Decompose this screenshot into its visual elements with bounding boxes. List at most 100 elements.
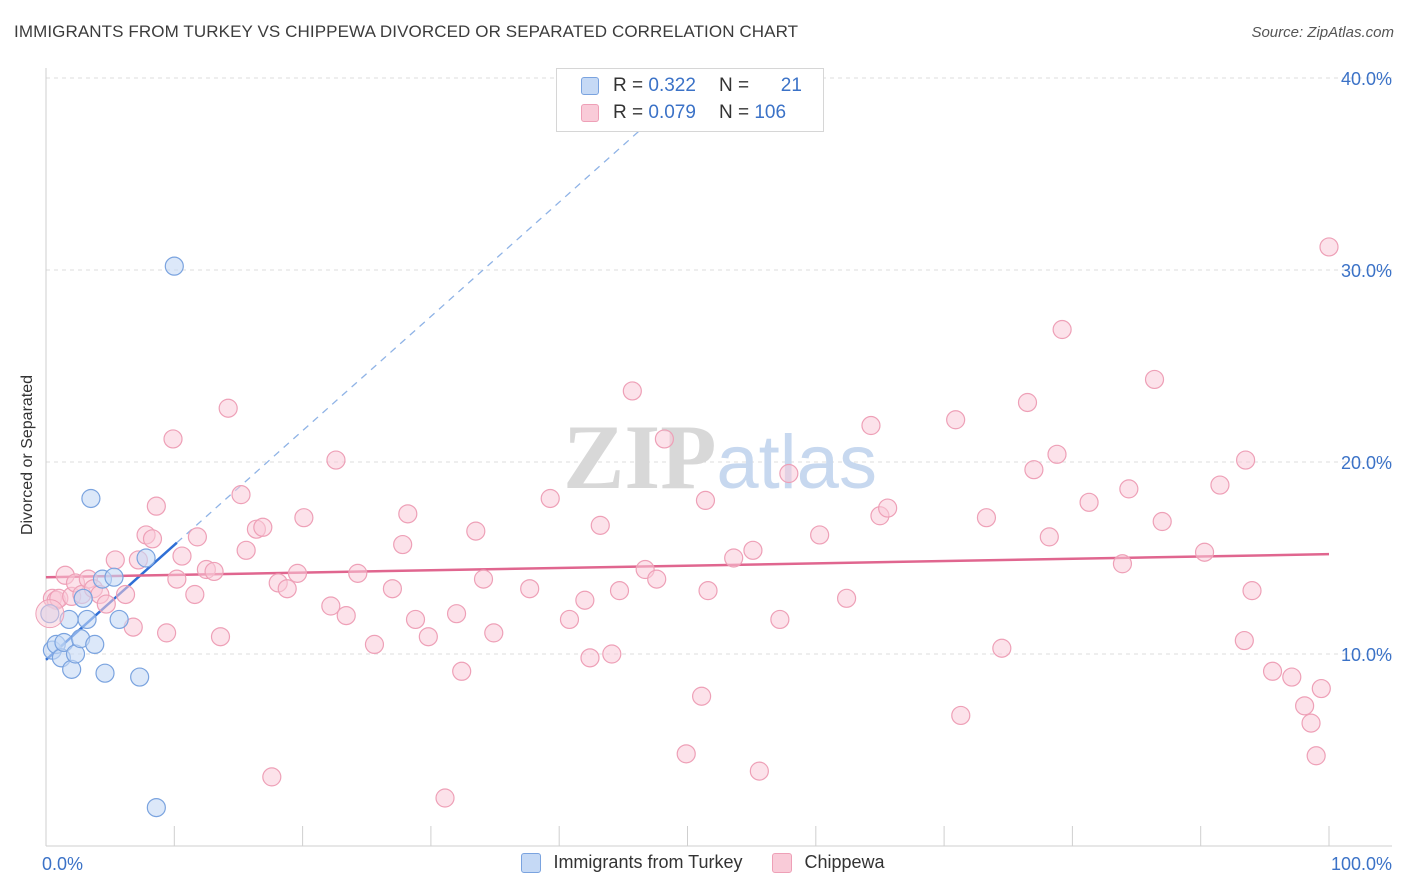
point-chippewa [1295,696,1315,716]
point-chippewa [1017,392,1038,413]
point-chippewa [698,581,718,601]
point-chippewa [724,548,744,568]
point-chippewa [336,605,356,626]
point-chippewa [473,569,494,589]
y-tick-label: 20.0% [1341,453,1392,473]
point-chippewa [172,546,192,566]
trend-chippewa [45,552,1330,579]
point-chippewa [294,508,314,528]
point-chippewa [575,590,595,610]
axes [45,68,1392,847]
y-tick-label: 30.0% [1341,261,1392,281]
point-chippewa [277,579,297,599]
point-chippewa [779,463,799,484]
point-turkey [85,634,105,655]
point-chippewa [1052,319,1072,340]
point-chippewa [1306,746,1326,766]
point-chippewa [364,634,385,655]
point-turkey [73,588,93,608]
point-chippewa [446,604,467,624]
point-chippewa [1024,460,1044,480]
point-chippewa [452,661,472,681]
point-chippewa [770,609,790,630]
n-value: 106 [754,102,787,123]
point-chippewa [1039,527,1059,547]
point-chippewa [1144,369,1165,390]
point-chippewa [590,515,610,535]
point-chippewa [580,648,600,668]
point-chippewa [231,485,251,505]
point-chippewa [836,588,857,608]
point-chippewa [559,609,580,630]
point-chippewa [210,627,231,647]
point-chippewa [405,609,426,630]
y-tick-label: 40.0% [1341,69,1392,89]
point-chippewa [1236,450,1256,470]
point-chippewa [1319,237,1339,257]
legend-item-chippewa[interactable]: Chippewa [772,852,885,873]
point-chippewa [393,534,413,555]
series-legend: Immigrants from Turkey Chippewa [0,852,1406,873]
point-chippewa [484,623,504,643]
point-chippewa [163,429,183,449]
point-chippewa [520,579,540,599]
point-chippewa [609,581,630,601]
point-chippewa [187,527,207,547]
point-chippewa [418,627,438,647]
point-chippewa [1079,492,1099,512]
trend-lines [45,127,1330,661]
point-chippewa [654,429,675,449]
point-turkey [104,567,124,587]
point-chippewa [1311,678,1331,699]
point-chippewa [262,767,282,787]
stats-row-chippewa: R = 0.079 N = 106 [581,100,786,126]
point-chippewa [743,540,763,560]
point-chippewa [992,638,1012,658]
legend-swatch-chippewa [772,852,793,873]
point-chippewa [435,788,455,808]
x-tick-label: 0.0% [42,854,83,874]
point-chippewa [622,381,642,401]
stats-legend: R = 0.322 N = 21 R = 0.079 N = 106 [556,68,824,132]
point-chippewa [861,415,881,436]
legend-item-turkey[interactable]: Immigrants from Turkey [521,852,742,873]
watermark: ZIPatlas [563,406,877,508]
legend-label-turkey: Immigrants from Turkey [553,852,743,872]
point-chippewa [218,398,238,418]
n-label: N = [718,75,750,96]
n-value: 21 [780,75,802,96]
point-chippewa [1152,511,1172,532]
point-turkey [136,548,156,568]
point-chippewa [695,490,716,510]
r-label: R = [613,102,644,123]
point-chippewa [146,496,166,516]
r-value: 0.079 [648,102,696,123]
n-label: N = [718,102,750,123]
data-points [35,237,1339,818]
point-chippewa [96,594,116,614]
point-chippewa [185,584,205,605]
point-chippewa [1234,630,1254,651]
point-chippewa [1194,542,1215,562]
point-chippewa [676,744,696,764]
point-chippewa [167,569,187,589]
point-chippewa [1112,554,1133,574]
point-chippewa [749,761,769,781]
legend-swatch-turkey [581,77,599,95]
point-turkey [95,663,115,683]
point-chippewa [540,488,560,509]
r-value: 0.322 [648,75,696,96]
point-chippewa [810,525,830,545]
point-turkey [130,667,150,687]
point-chippewa [1242,581,1262,601]
point-chippewa [204,561,224,582]
point-chippewa [1301,713,1321,733]
point-chippewa [398,504,418,524]
tick-labels: 10.0% 20.0% 30.0% 40.0% 0.0% 100.0% [42,69,1392,874]
point-chippewa [253,517,273,537]
point-chippewa [326,450,346,470]
point-turkey [146,797,166,818]
point-chippewa [115,584,136,605]
r-label: R = [613,75,644,96]
